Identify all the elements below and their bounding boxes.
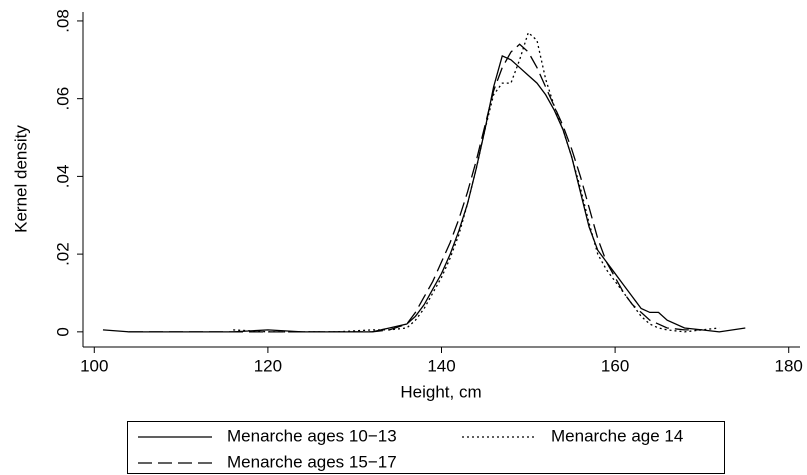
series-line bbox=[129, 43, 702, 333]
x-axis-label: Height, cm bbox=[400, 382, 481, 401]
y-tick-label: .02 bbox=[53, 242, 72, 266]
legend-label: Menarche age 14 bbox=[551, 426, 683, 445]
x-tick-label: 180 bbox=[775, 356, 803, 375]
x-tick-label: 100 bbox=[80, 356, 108, 375]
legend-box bbox=[127, 421, 725, 474]
series-line bbox=[102, 55, 746, 333]
y-tick-label: .06 bbox=[53, 87, 72, 111]
y-axis-label: Kernel density bbox=[11, 125, 30, 233]
y-tick-label: .08 bbox=[53, 9, 72, 33]
x-tick-label: 140 bbox=[427, 356, 455, 375]
legend-label: Menarche ages 15−17 bbox=[227, 452, 397, 471]
y-tick-label: .04 bbox=[53, 165, 72, 189]
y-tick-label: 0 bbox=[53, 327, 72, 336]
legend-label: Menarche ages 10−13 bbox=[227, 426, 397, 445]
x-tick-label: 160 bbox=[601, 356, 629, 375]
x-tick-label: 120 bbox=[254, 356, 282, 375]
series-line bbox=[233, 31, 720, 333]
